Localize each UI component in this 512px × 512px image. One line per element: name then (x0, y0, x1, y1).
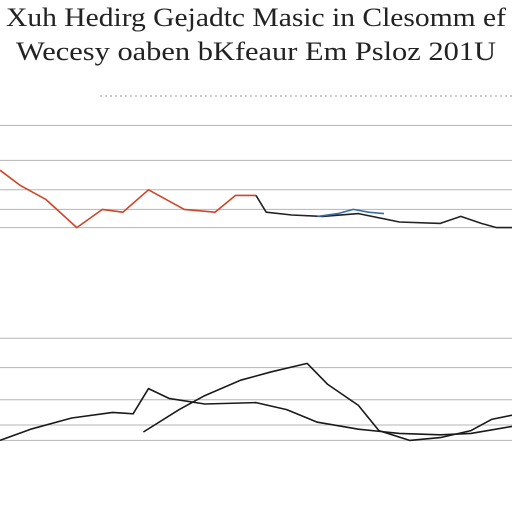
series-line (0, 387, 512, 442)
series-line (255, 194, 512, 229)
chart-subtitle: Wecesy oaben bKfeaur Em Psloz 201U (16, 37, 496, 66)
series-line (0, 169, 256, 229)
chart-title: Xuh Hedirg Gejadtc Masic in Clesomm ef (6, 3, 506, 32)
series-line (317, 208, 385, 218)
series-line (142, 362, 512, 442)
